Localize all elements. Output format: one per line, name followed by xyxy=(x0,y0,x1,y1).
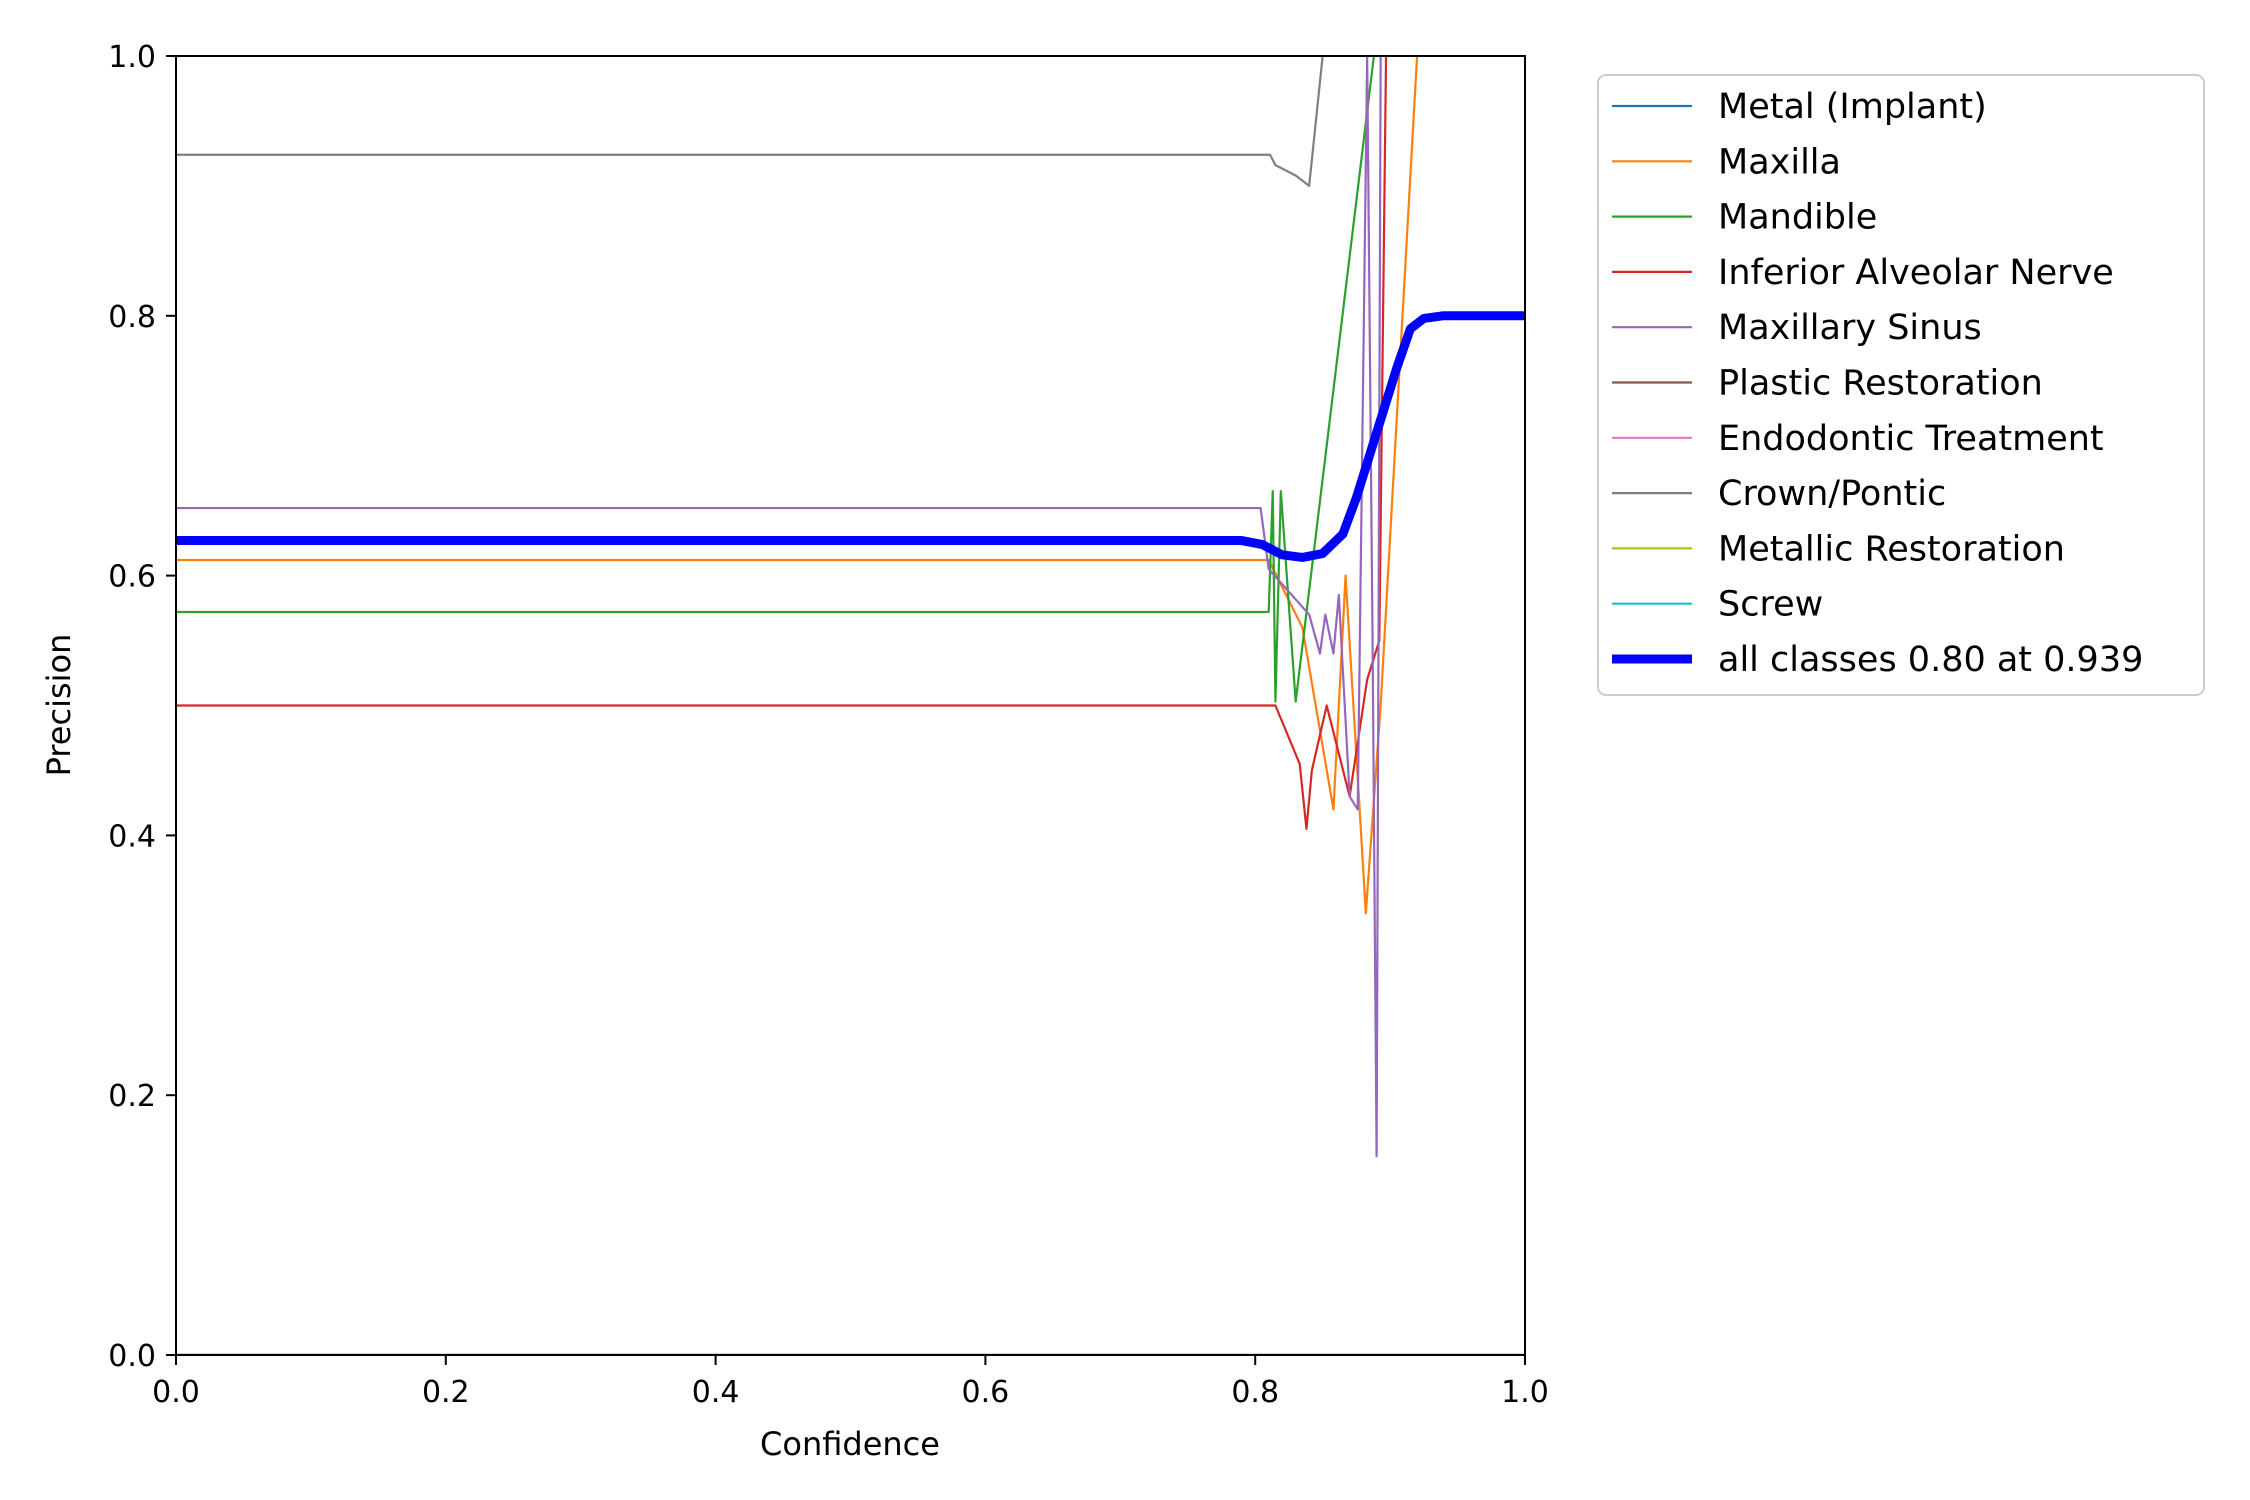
plot-frame xyxy=(175,55,1526,1356)
series-line-maxillary-sinus xyxy=(176,56,1382,1158)
series-line-mandible xyxy=(176,56,1376,703)
y-tick-label: 0.4 xyxy=(108,819,156,854)
legend-label-all-classes-0-80-at-0-939: all classes 0.80 at 0.939 xyxy=(1718,640,2143,680)
legend-label-inferior-alveolar-nerve: Inferior Alveolar Nerve xyxy=(1718,253,2114,293)
legend-label-plastic-restoration: Plastic Restoration xyxy=(1718,364,2043,404)
legend-label-endodontic-treatment: Endodontic Treatment xyxy=(1718,419,2104,459)
x-axis: 0.0 0.2 0.4 0.6 0.8 1.0 xyxy=(152,1355,1549,1410)
y-tick-label: 0.0 xyxy=(108,1339,156,1374)
legend-label-crown-pontic: Crown/Pontic xyxy=(1718,474,1946,514)
legend-label-metallic-restoration: Metallic Restoration xyxy=(1718,529,2065,569)
y-tick-label: 0.6 xyxy=(108,560,156,595)
y-tick-label: 0.8 xyxy=(108,300,156,335)
x-tick-label: 0.4 xyxy=(692,1375,740,1410)
x-tick-label: 0.0 xyxy=(152,1375,200,1410)
legend: Metal (Implant) Maxilla Mandible Inferior A… xyxy=(1597,74,2205,696)
y-axis: 0.0 0.2 0.4 0.6 0.8 1.0 xyxy=(108,40,176,1374)
legend-label-maxillary-sinus: Maxillary Sinus xyxy=(1718,308,1982,348)
legend-label-metal-implant: Metal (Implant) xyxy=(1718,87,1987,127)
legend-label-screw: Screw xyxy=(1718,585,1823,625)
legend-label-maxilla: Maxilla xyxy=(1718,142,1841,182)
legend-label-mandible: Mandible xyxy=(1718,198,1877,238)
x-tick-label: 0.6 xyxy=(962,1375,1010,1410)
series-layer xyxy=(176,56,1525,1355)
x-axis-label: Confidence xyxy=(760,1425,940,1463)
x-tick-label: 0.2 xyxy=(422,1375,470,1410)
y-tick-label: 1.0 xyxy=(108,40,156,75)
y-tick-label: 0.2 xyxy=(108,1079,156,1114)
series-line-all-classes-0-80-at-0-939 xyxy=(176,311,1525,562)
legend-box xyxy=(1597,74,2205,696)
y-axis-label: Precision xyxy=(40,634,78,777)
x-tick-label: 0.8 xyxy=(1231,1375,1279,1410)
series-line-crown-pontic xyxy=(176,56,1324,187)
x-tick-label: 1.0 xyxy=(1501,1375,1549,1410)
